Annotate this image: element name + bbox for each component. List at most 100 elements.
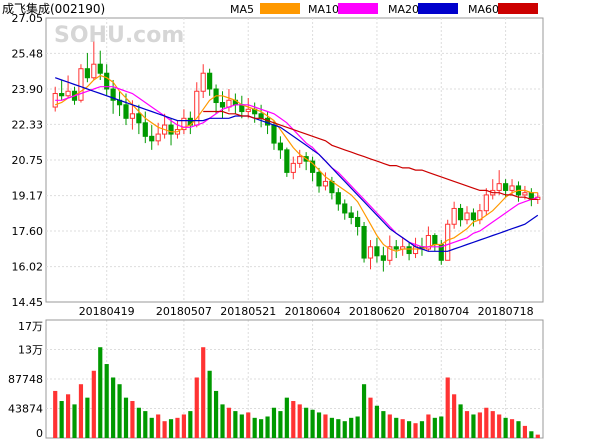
candle-down xyxy=(168,124,174,135)
volume-bar xyxy=(111,377,116,438)
date-x-tick-label: 20180507 xyxy=(156,305,212,318)
candle-up xyxy=(155,133,161,142)
candle-down xyxy=(361,225,367,259)
volume-bar xyxy=(497,414,502,438)
date-x-tick-label: 20180604 xyxy=(285,305,341,318)
stock-label: 成飞集成(002190) xyxy=(2,1,105,16)
volume-bar xyxy=(387,414,392,438)
candle-down xyxy=(342,203,348,214)
candle-down xyxy=(219,102,226,108)
candle-down xyxy=(355,216,361,227)
price-y-axis: 27.05 25.48 23.90 22.33 20.75 19.17 17.60 16.02… xyxy=(12,12,44,309)
volume-bar xyxy=(72,404,77,438)
volume-bar xyxy=(98,347,103,438)
volume-bar xyxy=(426,414,431,438)
candle-up xyxy=(367,246,374,259)
date-x-tick-label: 20180419 xyxy=(79,305,135,318)
legend-swatch-ma5 xyxy=(260,3,300,14)
candle-down xyxy=(59,93,65,97)
volume-bar xyxy=(78,384,84,438)
candle-down xyxy=(97,63,103,74)
volume-bar xyxy=(458,404,463,438)
candle-up xyxy=(451,207,457,225)
chart-header: 成飞集成(002190) MA5 MA10 MA20 MA60 xyxy=(2,1,538,16)
volume-bar xyxy=(522,425,528,438)
volume-bar xyxy=(278,411,283,438)
volume-bar xyxy=(316,412,322,438)
volume-bar xyxy=(117,384,122,438)
volume-bar xyxy=(361,384,367,438)
candle-up xyxy=(181,117,187,131)
price-y-tick-label: 22.33 xyxy=(12,118,44,131)
candle-down xyxy=(207,72,213,90)
candle-up xyxy=(445,223,451,261)
candle-up xyxy=(78,68,84,101)
price-y-tick-label: 20.75 xyxy=(12,154,44,167)
volume-y-axis: 17万 13万 87748 43874 0 xyxy=(8,320,43,440)
ma60-line xyxy=(203,110,538,200)
candle-down xyxy=(258,113,264,119)
legend-label-ma5: MA5 xyxy=(230,3,254,16)
volume-bar xyxy=(439,416,444,438)
volume-bar xyxy=(130,401,135,438)
candle-up xyxy=(522,192,528,196)
volume-bar xyxy=(265,416,270,438)
volume-bar xyxy=(490,411,495,438)
volume-bar xyxy=(284,397,289,438)
volume-bar xyxy=(381,411,386,438)
candle-up xyxy=(200,72,206,92)
moving-average-lines xyxy=(54,74,539,252)
price-y-tick-label: 14.45 xyxy=(12,296,44,309)
candle-down xyxy=(84,68,90,79)
volume-bar xyxy=(304,407,309,438)
volume-bar xyxy=(445,377,450,438)
date-x-tick-label: 20180704 xyxy=(413,305,469,318)
legend-swatch-ma10 xyxy=(338,3,378,14)
volume-bars xyxy=(53,347,540,438)
ma20-line xyxy=(54,77,539,252)
date-x-axis: 20180419 20180507 20180521 20180604 20180620… xyxy=(79,305,534,318)
candle-down xyxy=(123,104,129,119)
volume-bar xyxy=(149,417,154,438)
volume-bar xyxy=(259,419,264,438)
volume-bar xyxy=(168,419,174,438)
volume-bar xyxy=(252,417,257,438)
volume-bar xyxy=(432,417,437,438)
candle-down xyxy=(309,160,316,173)
candle-down xyxy=(374,246,380,257)
date-x-tick-label: 20180718 xyxy=(478,305,534,318)
candle-down xyxy=(457,207,464,221)
volume-bar xyxy=(156,414,161,438)
price-y-tick-label: 17.60 xyxy=(12,225,44,238)
volume-bar xyxy=(104,364,109,438)
legend-swatch-ma20 xyxy=(418,3,458,14)
price-y-tick-label: 25.48 xyxy=(12,47,44,60)
volume-bar xyxy=(419,421,425,438)
volume-bar xyxy=(162,421,167,438)
candle-up xyxy=(425,235,431,250)
candle-up xyxy=(290,162,296,173)
date-x-tick-label: 20180620 xyxy=(349,305,405,318)
volume-bar xyxy=(181,414,186,438)
candle-up xyxy=(483,194,489,212)
volume-bar xyxy=(529,431,534,438)
candle-down xyxy=(406,246,412,255)
ma5-line xyxy=(54,74,538,252)
candle-down xyxy=(277,142,284,151)
price-y-tick-label: 19.17 xyxy=(12,190,44,203)
volume-bar xyxy=(65,394,71,438)
volume-bar xyxy=(246,412,251,438)
candle-down xyxy=(149,135,155,142)
candle-up xyxy=(496,183,502,191)
candle-up xyxy=(129,113,136,119)
volume-bar xyxy=(394,417,399,438)
candle-down xyxy=(348,212,354,218)
candle-down xyxy=(316,171,322,187)
volume-bar xyxy=(201,347,206,438)
candle-up xyxy=(464,212,470,221)
volume-bar xyxy=(53,390,58,438)
volume-bar xyxy=(233,411,238,438)
candlestick-series xyxy=(52,41,541,272)
volume-bar xyxy=(374,405,380,438)
legend-label-ma60: MA60 xyxy=(468,3,499,16)
